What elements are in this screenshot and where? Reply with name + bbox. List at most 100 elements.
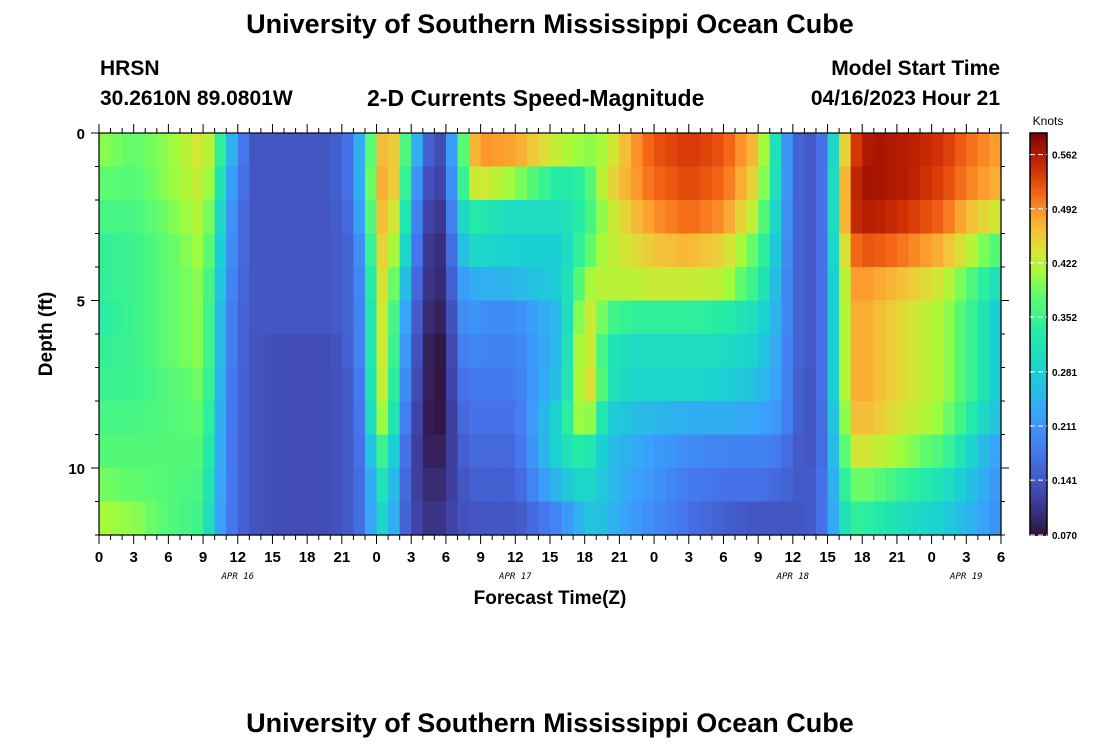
heatmap-cell <box>515 501 528 536</box>
heatmap-cell <box>399 133 412 168</box>
heatmap-cell <box>353 166 366 201</box>
heatmap-cell <box>434 267 447 302</box>
heatmap-cell <box>249 434 262 469</box>
heatmap-cell <box>99 300 112 335</box>
heatmap-cell <box>931 367 944 402</box>
x-tick-label: 6 <box>997 549 1005 566</box>
heatmap-cell <box>469 401 482 436</box>
heatmap-cell <box>307 334 320 369</box>
heatmap-cell <box>434 133 447 168</box>
heatmap-cell <box>943 133 956 168</box>
heatmap-cell <box>873 434 886 469</box>
heatmap-cell <box>954 334 967 369</box>
colorbar: 0.562 0.492 0.422 0.352 0.281 0.211 0.141 0.070 <box>1029 132 1077 542</box>
x-tick-label: 21 <box>889 549 906 566</box>
heatmap-cell <box>619 267 632 302</box>
heatmap-cell <box>364 468 378 503</box>
heatmap-cell <box>804 233 817 268</box>
heatmap-cell <box>596 334 609 369</box>
heatmap-cell <box>873 334 886 369</box>
heatmap-cell <box>908 334 921 369</box>
heatmap-cell <box>966 300 979 335</box>
heatmap-cell <box>723 133 736 168</box>
heatmap-cell <box>353 334 366 369</box>
heatmap-cell <box>931 401 944 436</box>
heatmap-cell <box>422 501 435 536</box>
heatmap-cell <box>168 166 181 201</box>
heatmap-cell <box>469 300 482 335</box>
heatmap-cell <box>862 334 875 369</box>
heatmap-cell <box>873 300 886 335</box>
heatmap-cell <box>561 367 574 402</box>
heatmap-cell <box>353 200 366 235</box>
heatmap-cell <box>896 401 910 436</box>
heatmap-cell <box>307 401 320 436</box>
heatmap-cell <box>168 501 181 536</box>
heatmap-cell <box>839 334 852 369</box>
colorbar-segment <box>1030 261 1047 267</box>
heatmap-cell <box>561 166 574 201</box>
heatmap-cell <box>145 200 158 235</box>
heatmap-cell <box>758 300 771 335</box>
heatmap-cell <box>341 401 355 436</box>
heatmap-cell <box>411 300 424 335</box>
heatmap-cell <box>688 267 701 302</box>
heatmap-cell <box>214 334 227 369</box>
heatmap-cell <box>711 367 725 402</box>
heatmap-cell <box>700 401 713 436</box>
heatmap-cell <box>364 267 378 302</box>
heatmap-cell <box>607 166 620 201</box>
heatmap-cell <box>179 367 193 402</box>
heatmap-cell <box>735 200 748 235</box>
heatmap-cell <box>434 434 447 469</box>
heatmap-cell <box>700 468 713 503</box>
colorbar-segment <box>1030 418 1047 424</box>
heatmap-cell <box>237 300 250 335</box>
heatmap-cell <box>376 267 389 302</box>
heatmap-cell <box>550 300 563 335</box>
heatmap-cell <box>214 401 227 436</box>
heatmap-cell <box>376 367 389 402</box>
heatmap-cell <box>480 133 493 168</box>
heatmap-cell <box>156 200 169 235</box>
heatmap-cell <box>203 434 216 469</box>
heatmap-cell <box>873 200 886 235</box>
heatmap-cell <box>619 501 632 536</box>
heatmap-cell <box>110 501 123 536</box>
heatmap-cell <box>399 233 412 268</box>
colorbar-segment <box>1030 390 1047 395</box>
heatmap-cell <box>133 133 146 168</box>
heatmap-cell <box>573 468 586 503</box>
heatmap-cell <box>318 401 331 436</box>
colorbar-segment <box>1030 334 1047 339</box>
heatmap-cell <box>711 166 725 201</box>
heatmap-cell <box>122 166 135 201</box>
x-tick-label: 0 <box>927 549 935 566</box>
heatmap-cell <box>943 501 956 536</box>
heatmap-cell <box>815 200 829 235</box>
heatmap-cell <box>480 468 493 503</box>
heatmap-cell <box>503 367 516 402</box>
heatmap-cell <box>931 300 944 335</box>
heatmap-cell <box>607 468 620 503</box>
colorbar-segment <box>1030 526 1047 532</box>
heatmap-cell <box>943 267 956 302</box>
heatmap-cell <box>688 401 701 436</box>
heatmap-cell <box>237 233 250 268</box>
heatmap-cell <box>746 401 759 436</box>
heatmap-cell <box>746 200 759 235</box>
heatmap-cell <box>746 133 759 168</box>
heatmap-cell <box>99 401 112 436</box>
colorbar-segment <box>1030 253 1047 259</box>
y-axis: 0 5 10 <box>68 126 1009 536</box>
heatmap-cell <box>908 401 921 436</box>
heatmap-cell <box>735 401 748 436</box>
heatmap-cell <box>411 501 424 536</box>
heatmap-cell <box>711 267 725 302</box>
colorbar-segment <box>1030 157 1047 162</box>
colorbar-segment <box>1030 402 1047 407</box>
heatmap-cell <box>330 401 343 436</box>
heatmap-cell <box>411 233 424 268</box>
heatmap-cell <box>122 367 135 402</box>
